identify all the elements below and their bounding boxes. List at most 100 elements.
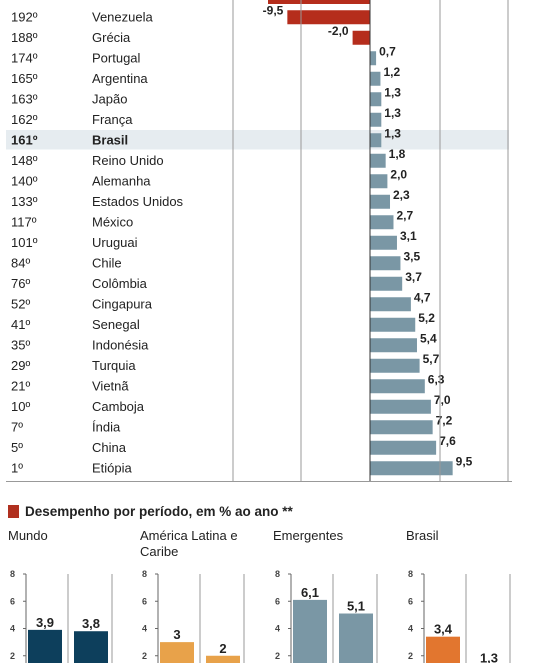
y-tick-label: 4 xyxy=(408,624,413,634)
bar-positive xyxy=(370,92,382,107)
panel-chart: 8 6 4 2 3,4 1,3 xyxy=(408,569,511,663)
period-bar xyxy=(28,629,62,663)
rank-label: 163º xyxy=(11,91,38,106)
period-value-label: 2 xyxy=(219,641,226,656)
bar-positive xyxy=(370,153,386,168)
y-tick-label: 2 xyxy=(408,651,413,661)
highlight-row-bg xyxy=(6,130,509,150)
rank-label: 165º xyxy=(11,71,38,86)
country-label: Índia xyxy=(92,419,121,434)
country-label: Camboja xyxy=(92,399,145,414)
rank-label: 84º xyxy=(11,255,30,270)
country-label: Brasil xyxy=(92,132,128,147)
value-label: 1,2 xyxy=(383,65,400,79)
panel-emergentes: Emergentes 8 6 4 2 6,1 5,1 xyxy=(273,528,393,663)
panel-brasil: Brasil 8 6 4 2 3,4 1,3 xyxy=(406,528,526,663)
y-tick-label: 8 xyxy=(10,569,15,579)
value-label: 2,3 xyxy=(393,188,410,202)
y-tick-label: 8 xyxy=(142,569,147,579)
period-bar xyxy=(293,599,327,663)
period-value-label: 3,9 xyxy=(36,615,54,630)
value-label: 3,1 xyxy=(400,229,417,243)
value-label: 2,0 xyxy=(390,167,407,181)
value-label: 0,7 xyxy=(379,44,396,58)
country-label: Chile xyxy=(92,255,122,270)
country-label: Senegal xyxy=(92,317,140,332)
country-label: Venezuela xyxy=(92,9,153,24)
value-label: 3,7 xyxy=(405,270,422,284)
period-bar xyxy=(160,642,194,663)
rank-label: 188º xyxy=(11,30,38,45)
panel-mundo: Mundo 8 6 4 2 3,9 3,8 xyxy=(8,528,128,663)
value-label: 1,3 xyxy=(384,106,401,120)
value-label: -9,5 xyxy=(263,3,284,17)
rank-label: 101º xyxy=(11,235,38,250)
bar-positive xyxy=(370,256,401,271)
section-marker-icon xyxy=(8,504,19,518)
value-label: -2,0 xyxy=(328,24,349,38)
value-label: 6,3 xyxy=(428,372,445,386)
rank-label: 148º xyxy=(11,153,38,168)
country-label: Portugal xyxy=(92,50,141,65)
rank-label: 35º xyxy=(11,337,30,352)
country-label: Vietnã xyxy=(92,378,129,393)
bar-positive xyxy=(370,440,437,455)
rank-label: 76º xyxy=(11,276,30,291)
value-label: 7,2 xyxy=(436,413,453,427)
period-value-label: 3,8 xyxy=(82,616,100,631)
y-tick-label: 2 xyxy=(275,651,280,661)
bar-positive xyxy=(370,297,411,312)
bar-positive xyxy=(370,133,382,148)
y-tick-label: 6 xyxy=(142,596,147,606)
country-label: Estados Unidos xyxy=(92,194,184,209)
panel-title: Brasil xyxy=(406,528,439,543)
country-label: Etiópia xyxy=(92,460,133,475)
ranking-bar-chart: 192º Venezuela -9,5 188º Grécia -2,0 174º Portu… xyxy=(6,0,512,482)
country-label: Colômbia xyxy=(92,276,148,291)
period-section-title: Desempenho por período, em % ao ano ** xyxy=(8,502,293,520)
country-label: Cingapura xyxy=(92,296,153,311)
y-tick-label: 2 xyxy=(142,651,147,661)
rank-label: 192º xyxy=(11,9,38,24)
bar-positive xyxy=(370,71,381,86)
value-label: 7,0 xyxy=(434,393,451,407)
country-label: Reino Unido xyxy=(92,153,164,168)
country-label: Turquia xyxy=(92,358,136,373)
bar-positive xyxy=(370,112,382,127)
period-bar xyxy=(339,613,373,663)
country-label: México xyxy=(92,214,133,229)
period-value-label: 1,3 xyxy=(480,650,498,663)
country-label: França xyxy=(92,112,133,127)
rank-label: 140º xyxy=(11,173,38,188)
y-tick-label: 8 xyxy=(408,569,413,579)
bar-positive xyxy=(370,420,433,435)
rank-label: 7º xyxy=(11,419,23,434)
value-label: 7,6 xyxy=(439,434,456,448)
panel-title: Mundo xyxy=(8,528,48,543)
y-tick-label: 4 xyxy=(275,624,280,634)
bar-positive xyxy=(370,276,403,291)
y-tick-label: 6 xyxy=(10,596,15,606)
country-label: Indonésia xyxy=(92,337,149,352)
period-value-label: 5,1 xyxy=(347,599,365,614)
y-tick-label: 6 xyxy=(408,596,413,606)
y-tick-label: 6 xyxy=(275,596,280,606)
value-label: 5,4 xyxy=(420,331,437,345)
y-tick-label: 4 xyxy=(142,624,147,634)
period-value-label: 3,4 xyxy=(434,622,453,637)
bar-positive xyxy=(370,358,420,373)
period-value-label: 6,1 xyxy=(301,585,319,600)
value-label: 1,3 xyxy=(384,126,401,140)
panel-title: Emergentes xyxy=(273,528,344,543)
value-label: 4,7 xyxy=(414,290,431,304)
period-bar xyxy=(206,655,240,663)
y-tick-label: 2 xyxy=(10,651,15,661)
period-bar xyxy=(74,631,108,663)
value-label: 5,7 xyxy=(423,352,440,366)
bar-cutoff xyxy=(268,0,370,4)
rank-label: 161º xyxy=(11,132,38,147)
bar-positive xyxy=(370,194,391,209)
rank-label: 10º xyxy=(11,399,30,414)
bar-negative xyxy=(287,10,370,25)
panel-title: América Latina e Caribe xyxy=(140,528,238,559)
